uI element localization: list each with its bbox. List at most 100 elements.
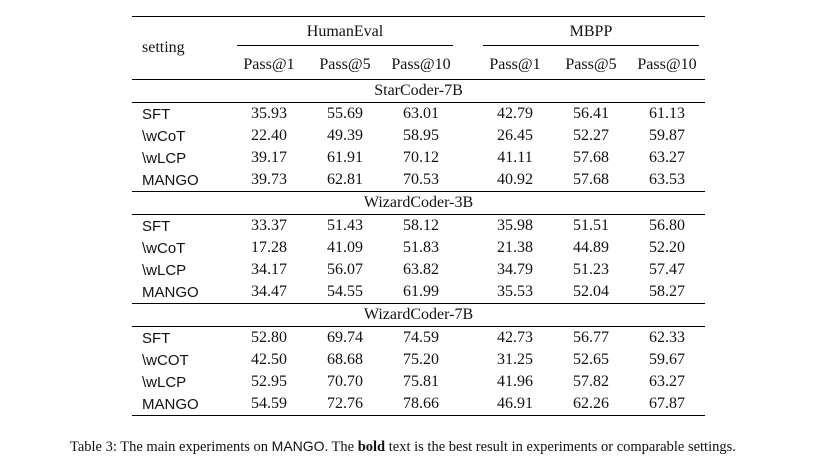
row-setting-name: MANGO xyxy=(142,283,199,301)
gap-cell xyxy=(459,215,477,238)
row-setting-name: \wCoT xyxy=(142,239,186,257)
score-cell: 35.98 xyxy=(497,217,533,234)
score-cell: 70.53 xyxy=(403,171,439,188)
table-row: MANGO 54.59 72.76 78.66 46.91 62.26 67.87 xyxy=(132,393,705,416)
gap-cell xyxy=(459,169,477,192)
gap-cell xyxy=(459,147,477,169)
gap-cell xyxy=(459,103,477,126)
group-header-mbpp: MBPP xyxy=(477,17,705,52)
score-cell: 52.04 xyxy=(573,283,609,300)
score-cell: 61.13 xyxy=(649,105,685,122)
score-cell: 78.66 xyxy=(403,395,439,412)
score-cell: 59.87 xyxy=(649,127,685,144)
table-row: SFT 35.93 55.69 63.01 42.79 56.41 61.13 xyxy=(132,102,705,126)
score-cell: 31.25 xyxy=(497,351,533,368)
metric-header: Pass@1 xyxy=(489,56,541,73)
metric-header: Pass@1 xyxy=(243,56,295,73)
group-header-humaneval: HumanEval xyxy=(231,17,459,52)
score-cell: 57.82 xyxy=(573,373,609,390)
section-header-row: WizardCoder-7B xyxy=(132,303,705,327)
section-title: WizardCoder-3B xyxy=(363,194,474,211)
gap-cell xyxy=(459,281,477,304)
score-cell: 69.74 xyxy=(327,329,363,346)
score-cell: 35.53 xyxy=(497,283,533,300)
metric-header: Pass@10 xyxy=(391,56,451,73)
group-underline xyxy=(483,44,699,46)
score-cell: 54.55 xyxy=(327,283,363,300)
table-row: \wCoT 17.28 41.09 51.83 21.38 44.89 52.20 xyxy=(132,237,705,259)
score-cell: 74.59 xyxy=(403,329,439,346)
score-cell: 40.92 xyxy=(497,171,533,188)
score-cell: 51.51 xyxy=(573,217,609,234)
score-cell: 63.27 xyxy=(649,149,685,166)
score-cell: 59.67 xyxy=(649,351,685,368)
row-setting-name: \wLCP xyxy=(142,261,187,279)
score-cell: 62.26 xyxy=(573,395,609,412)
score-cell: 35.93 xyxy=(251,105,287,122)
group-label: HumanEval xyxy=(306,22,384,40)
header-row-groups: setting HumanEval MBPP xyxy=(132,16,705,56)
score-cell: 62.81 xyxy=(327,171,363,188)
score-cell: 39.73 xyxy=(251,171,287,188)
metric-header: Pass@5 xyxy=(565,56,617,73)
row-setting-name: SFT xyxy=(142,217,171,235)
score-cell: 33.37 xyxy=(251,217,287,234)
score-cell: 41.11 xyxy=(497,149,533,166)
score-cell: 46.91 xyxy=(497,395,533,412)
section-title: WizardCoder-7B xyxy=(363,306,474,323)
score-cell: 56.80 xyxy=(649,217,685,234)
score-cell: 57.68 xyxy=(573,149,609,166)
table-row: \wLCP 52.95 70.70 75.81 41.96 57.82 63.27 xyxy=(132,371,705,393)
header-row-metrics: Pass@1 Pass@5 Pass@10 Pass@1 Pass@5 Pass… xyxy=(132,51,705,80)
score-cell: 41.96 xyxy=(497,373,533,390)
row-setting-name: \wLCP xyxy=(142,149,187,167)
score-cell: 52.27 xyxy=(573,127,609,144)
score-cell: 51.23 xyxy=(573,261,609,278)
score-cell: 68.68 xyxy=(327,351,363,368)
score-cell: 34.79 xyxy=(497,261,533,278)
score-cell: 49.39 xyxy=(327,127,363,144)
metric-header: Pass@10 xyxy=(637,56,697,73)
table-row: \wCOT 42.50 68.68 75.20 31.25 52.65 59.67 xyxy=(132,349,705,371)
score-cell: 52.80 xyxy=(251,329,287,346)
score-cell: 67.87 xyxy=(649,395,685,412)
score-cell: 52.95 xyxy=(251,373,287,390)
gap-cell xyxy=(459,259,477,281)
metric-header: Pass@5 xyxy=(319,56,371,73)
score-cell: 75.20 xyxy=(403,351,439,368)
score-cell: 63.53 xyxy=(649,171,685,188)
score-cell: 55.69 xyxy=(327,105,363,122)
table-row: \wLCP 39.17 61.91 70.12 41.11 57.68 63.27 xyxy=(132,147,705,169)
row-setting-name: \wLCP xyxy=(142,373,187,391)
score-cell: 42.73 xyxy=(497,329,533,346)
score-cell: 63.82 xyxy=(403,261,439,278)
gap-cell xyxy=(459,349,477,371)
table-row: SFT 33.37 51.43 58.12 35.98 51.51 56.80 xyxy=(132,214,705,238)
caption-bold-word: bold xyxy=(357,439,386,455)
row-setting-name: \wCOT xyxy=(142,351,189,369)
score-cell: 56.07 xyxy=(327,261,363,278)
score-cell: 62.33 xyxy=(649,329,685,346)
score-cell: 63.01 xyxy=(403,105,439,122)
score-cell: 61.99 xyxy=(403,283,439,300)
caption-prefix: Table 3: The main experiments on xyxy=(70,439,269,455)
section-title: StarCoder-7B xyxy=(374,82,463,99)
score-cell: 70.12 xyxy=(403,149,439,166)
row-setting-name: MANGO xyxy=(142,395,199,413)
score-cell: 56.41 xyxy=(573,105,609,122)
score-cell: 70.70 xyxy=(327,373,363,390)
score-cell: 22.40 xyxy=(251,127,287,144)
gap-cell xyxy=(459,327,477,350)
score-cell: 61.91 xyxy=(327,149,363,166)
gap-cell xyxy=(459,237,477,259)
score-cell: 58.12 xyxy=(403,217,439,234)
gap-cell xyxy=(459,393,477,416)
score-cell: 17.28 xyxy=(251,239,287,256)
score-cell: 41.09 xyxy=(327,239,363,256)
row-setting-name: SFT xyxy=(142,105,171,123)
row-setting-name: SFT xyxy=(142,329,171,347)
group-underline xyxy=(237,44,453,46)
results-table: setting HumanEval MBPP Pass@1 Pass@5 Pas… xyxy=(132,16,705,416)
table-caption: Table 3: The main experiments on MANGO. … xyxy=(70,438,810,456)
gap-cell xyxy=(459,371,477,393)
